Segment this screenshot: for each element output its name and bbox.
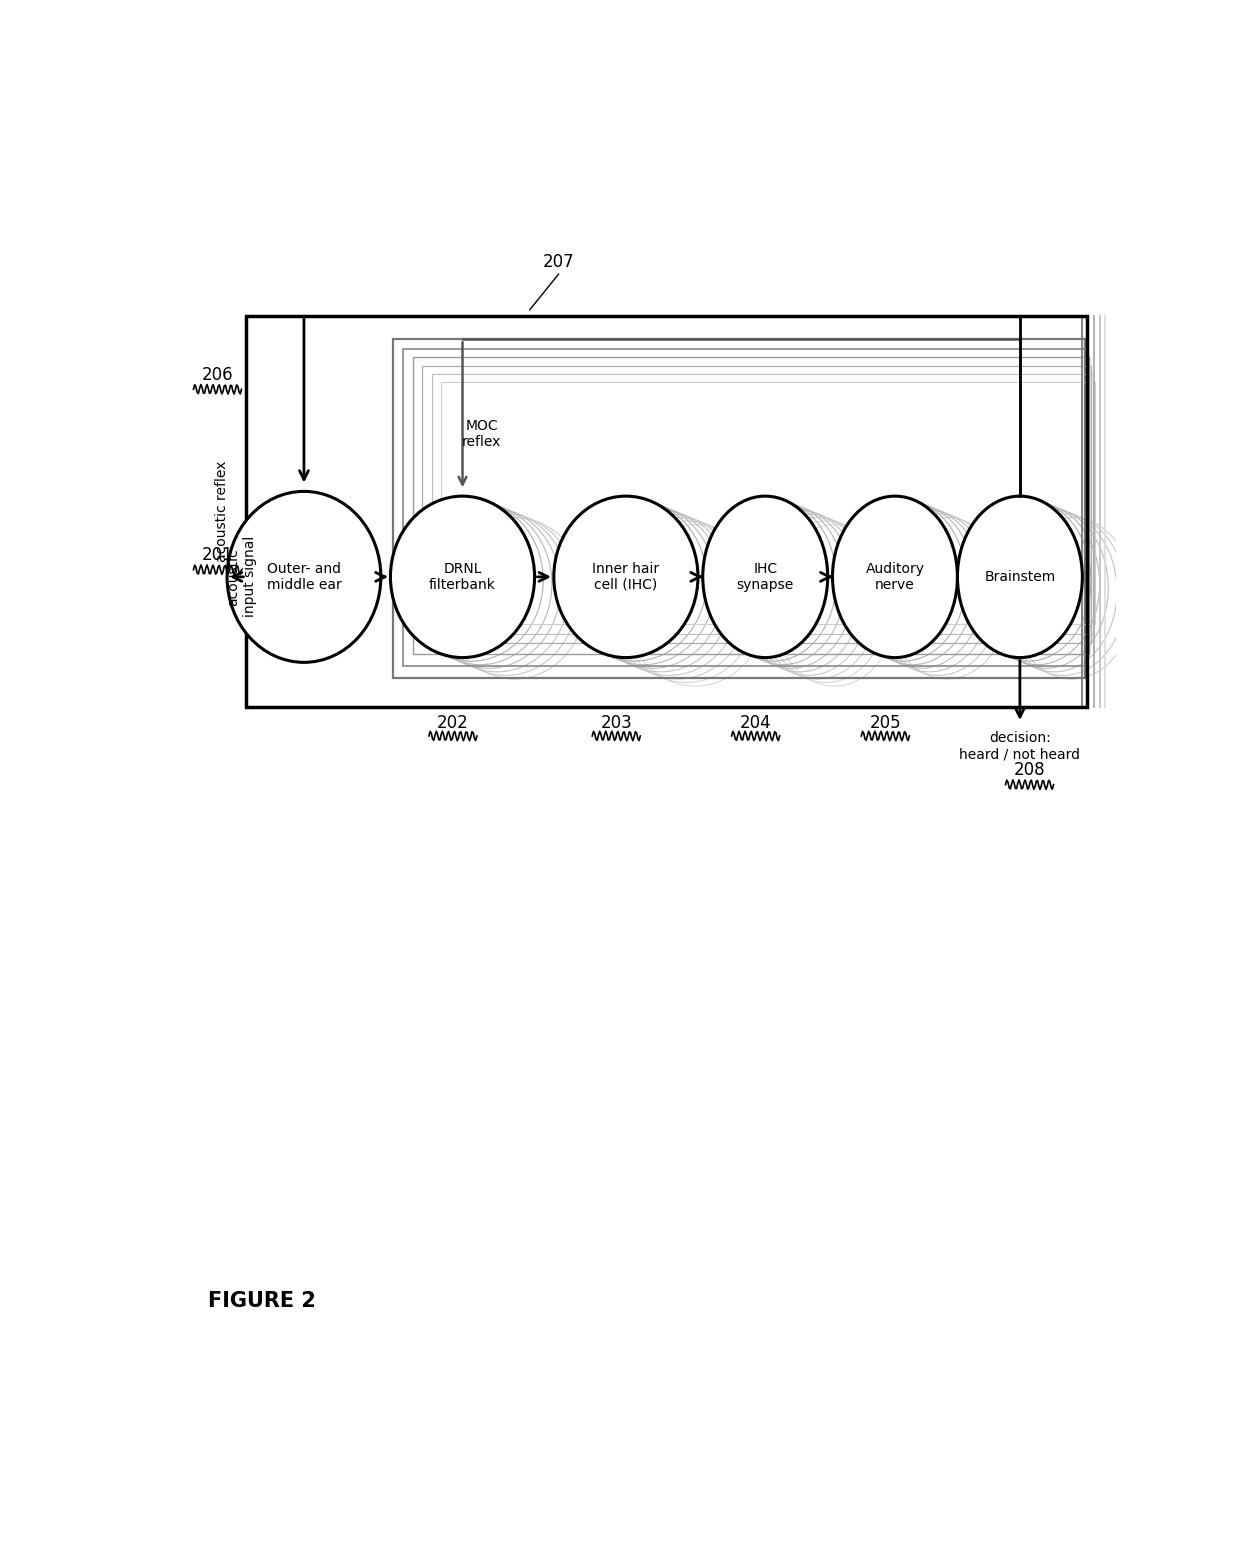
Text: Brainstem: Brainstem bbox=[985, 571, 1055, 584]
Text: 207: 207 bbox=[543, 253, 574, 271]
Text: 201: 201 bbox=[202, 546, 233, 564]
Ellipse shape bbox=[703, 497, 828, 657]
Text: IHC
synapse: IHC synapse bbox=[737, 561, 794, 592]
Text: 205: 205 bbox=[869, 714, 901, 732]
Bar bbox=[403, 348, 1087, 666]
Bar bbox=[247, 316, 1087, 708]
Text: Outer- and
middle ear: Outer- and middle ear bbox=[267, 561, 341, 592]
Text: FIGURE 2: FIGURE 2 bbox=[208, 1291, 316, 1311]
Ellipse shape bbox=[227, 492, 381, 663]
Text: decision:
heard / not heard: decision: heard / not heard bbox=[960, 731, 1080, 762]
Ellipse shape bbox=[391, 497, 534, 657]
Text: 208: 208 bbox=[1013, 762, 1045, 779]
Text: Inner hair
cell (IHC): Inner hair cell (IHC) bbox=[593, 561, 660, 592]
Text: Auditory
nerve: Auditory nerve bbox=[866, 561, 925, 592]
Text: 204: 204 bbox=[740, 714, 771, 732]
Ellipse shape bbox=[957, 497, 1083, 657]
Text: 203: 203 bbox=[600, 714, 632, 732]
Bar bbox=[441, 382, 1095, 625]
Bar bbox=[432, 373, 1092, 634]
Text: DRNL
filterbank: DRNL filterbank bbox=[429, 561, 496, 592]
Text: 206: 206 bbox=[202, 365, 233, 384]
Ellipse shape bbox=[554, 497, 698, 657]
Text: MOC
reflex: MOC reflex bbox=[463, 419, 501, 449]
Text: 202: 202 bbox=[436, 714, 469, 732]
Text: acoustic
input signal: acoustic input signal bbox=[227, 537, 257, 617]
Bar bbox=[393, 339, 1085, 678]
Bar bbox=[413, 358, 1089, 654]
Text: acoustic reflex: acoustic reflex bbox=[216, 461, 229, 563]
Bar bbox=[422, 365, 1091, 643]
Ellipse shape bbox=[832, 497, 957, 657]
